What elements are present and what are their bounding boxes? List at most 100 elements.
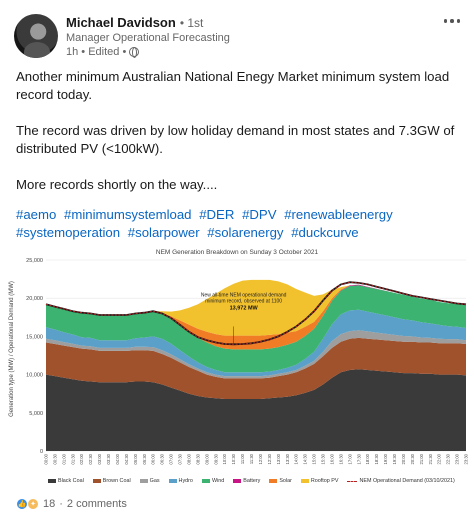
series-area-brown-coal — [46, 337, 466, 399]
hashtag-link[interactable]: #systemoperation — [16, 225, 121, 240]
legend-label: NEM Operational Demand (03/10/2021) — [359, 478, 455, 484]
x-tick-label: 16:30 — [338, 453, 343, 464]
y-tick-label: 25,000 — [26, 258, 43, 264]
x-tick-label: 03:00 — [97, 453, 102, 464]
x-tick-label: 02:00 — [79, 453, 84, 464]
x-tick-label: 22:30 — [446, 453, 451, 464]
annotation-line-1: New all-time NEM operational demand — [201, 293, 287, 299]
chart-plot: 0 5,000 10,000 15,000 20,000 25,000 00:00 00:30… — [26, 258, 469, 464]
x-tick-label: 10:30 — [231, 453, 236, 464]
x-tick-label: 14:30 — [303, 453, 308, 464]
x-tick-label: 15:00 — [312, 453, 317, 464]
legend-label: Hydro — [178, 478, 193, 484]
chart-image[interactable]: NEM Generation Breakdown on Sunday 3 Oct… — [0, 246, 474, 492]
x-tick-label: 00:30 — [52, 453, 57, 464]
x-tick-label: 21:30 — [428, 453, 433, 464]
x-tick-label: 14:00 — [294, 453, 299, 464]
x-tick-label: 03:30 — [106, 453, 111, 464]
x-tick-label: 08:00 — [186, 453, 191, 464]
hashtag-link[interactable]: #solarenergy — [207, 225, 284, 240]
author-title: Manager Operational Forecasting — [66, 32, 230, 44]
x-tick-label: 10:00 — [222, 453, 227, 464]
x-tick-label: 09:30 — [213, 453, 218, 464]
x-tick-label: 13:30 — [285, 453, 290, 464]
legend-item: Gas — [139, 478, 160, 484]
x-tick-label: 11:00 — [240, 453, 245, 464]
x-tick-label: 06:00 — [151, 453, 156, 464]
post-paragraph: More records shortly on the way.... — [16, 177, 218, 192]
connection-degree: • 1st — [179, 16, 204, 30]
legend-label: Rooftop PV — [310, 478, 339, 484]
legend-label: Gas — [149, 478, 160, 484]
x-tick-label: 08:30 — [195, 453, 200, 464]
y-tick-label: 20,000 — [26, 296, 43, 302]
legend-swatch — [92, 479, 101, 483]
hashtag-link[interactable]: #duckcurve — [291, 225, 359, 240]
series-area-rooftop-pv — [46, 279, 466, 336]
hashtag-link[interactable]: #renewableenergy — [284, 207, 393, 222]
author-name[interactable]: Michael Davidson — [66, 15, 176, 30]
x-tick-label: 05:30 — [142, 453, 147, 464]
celebrate-icon: ✦ — [27, 498, 39, 510]
x-tick-label: 01:00 — [61, 453, 66, 464]
post-header: Michael Davidson • 1st Manager Operationa… — [14, 10, 464, 60]
chart-title: NEM Generation Breakdown on Sunday 3 Oct… — [155, 249, 319, 256]
x-tick-label: 18:00 — [365, 453, 370, 464]
x-tick-label: 20:30 — [410, 453, 415, 464]
x-tick-label: 02:30 — [88, 453, 93, 464]
hashtag-link[interactable]: #solarpower — [127, 225, 200, 240]
legend-swatch — [48, 479, 56, 483]
x-tick-label: 12:00 — [258, 453, 263, 464]
x-tick-label: 04:00 — [115, 453, 120, 464]
legend-label: Solar — [279, 478, 292, 484]
legend-item: Black Coal — [48, 478, 84, 484]
x-tick-label: 09:00 — [204, 453, 209, 464]
reaction-count[interactable]: 18 — [43, 498, 56, 510]
x-tick-label: 18:30 — [374, 453, 379, 464]
hashtag-link[interactable]: #aemo — [16, 207, 57, 222]
x-tick-label: 23:30 — [464, 453, 469, 464]
series-area-solar — [46, 284, 466, 350]
avatar[interactable] — [14, 14, 58, 58]
x-tick-label: 05:00 — [133, 453, 138, 464]
legend-item: NEM Operational Demand (03/10/2021) — [347, 478, 455, 484]
series-area-wind — [46, 285, 466, 373]
like-icon: 👍 — [16, 498, 28, 510]
legend-swatch — [269, 479, 278, 483]
legend-label: Black Coal — [58, 478, 84, 484]
series-area-hydro — [46, 309, 466, 377]
hashtag-link[interactable]: #DER — [199, 207, 235, 222]
x-tick-label: 07:00 — [169, 453, 174, 464]
footer-separator: · — [59, 498, 63, 510]
hashtag-link[interactable]: #DPV — [242, 207, 277, 222]
comment-count[interactable]: 2 comments — [66, 498, 127, 510]
legend-swatch — [168, 479, 177, 483]
post-paragraph: The record was driven by low holiday dem… — [16, 123, 455, 156]
legend-swatch — [300, 479, 309, 483]
x-tick-label: 19:30 — [392, 453, 397, 464]
x-tick-label: 12:30 — [267, 453, 272, 464]
hashtag-list: #aemo #minimumsystemload #DER #DPV #rene… — [16, 206, 462, 242]
demand-line — [45, 281, 467, 345]
y-tick-label: 10,000 — [26, 373, 43, 379]
x-tick-label: 22:00 — [437, 453, 442, 464]
y-tick-label: 0 — [40, 449, 43, 455]
post-paragraph: Another minimum Australian National Eneg… — [16, 69, 450, 102]
legend-label: Battery — [243, 478, 261, 484]
y-tick-label: 15,000 — [26, 334, 43, 340]
x-tick-label: 00:00 — [44, 453, 49, 464]
x-tick-label: 06:30 — [160, 453, 165, 464]
more-options-icon[interactable] — [440, 14, 464, 28]
hashtag-link[interactable]: #minimumsystemload — [64, 207, 192, 222]
y-tick-label: 5,000 — [29, 411, 43, 417]
post-time: 1h • Edited • — [66, 46, 127, 58]
annotation-line-2: minimum record, observed at 1100 — [205, 299, 282, 305]
x-tick-label: 17:00 — [347, 453, 352, 464]
post-footer: 👍 ✦ 18 · 2 comments — [16, 496, 127, 512]
x-tick-label: 16:00 — [329, 453, 334, 464]
x-tick-label: 04:30 — [124, 453, 129, 464]
x-tick-label: 11:30 — [249, 453, 254, 464]
legend-swatch — [347, 480, 358, 482]
author-row: Michael Davidson • 1st — [66, 15, 203, 30]
